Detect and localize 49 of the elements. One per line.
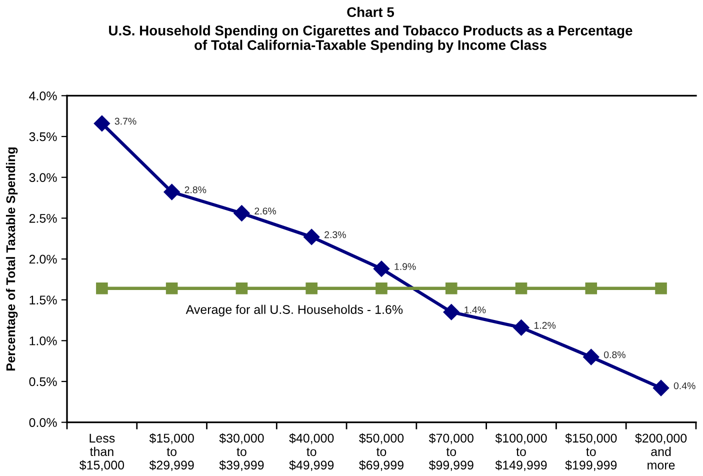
y-tick-label: 2.5%	[29, 214, 57, 223]
x-tick-label: $70,000 to $99,999	[428, 433, 474, 472]
data-label: 0.8%	[604, 351, 626, 358]
x-tick-label: $50,000 to $69,999	[359, 433, 404, 472]
data-label: 2.3%	[324, 231, 346, 238]
data-label: 2.8%	[184, 186, 206, 194]
y-tick-label: 4.0%	[29, 91, 57, 100]
point	[443, 304, 460, 320]
point	[306, 282, 318, 294]
point	[304, 228, 320, 246]
point	[373, 260, 390, 277]
x-tick-label: Less than $15,000	[79, 434, 124, 472]
data-label: 1.2%	[534, 322, 556, 329]
point	[652, 380, 670, 396]
point	[94, 115, 110, 132]
point	[655, 282, 667, 294]
x-tick-label: $15,000 to $29,999	[149, 433, 194, 472]
point	[445, 282, 458, 294]
data-label: 1.4%	[464, 306, 486, 314]
data-label: 2.6%	[254, 208, 276, 214]
point	[234, 205, 250, 222]
y-tick-label: 1.5%	[30, 296, 57, 304]
x-tick-label: $200,000 and more	[635, 433, 687, 470]
point	[164, 184, 180, 200]
y-tick-label: 3.5%	[29, 132, 57, 142]
point	[513, 320, 530, 336]
y-tick-label: 0.0%	[29, 418, 57, 427]
x-tick-label: $30,000 to $39,999	[219, 433, 264, 472]
y-tick-label: 0.5%	[29, 377, 57, 386]
chart-subtitle: U.S. Household Spending on Cigarettes and Tobacco Products as a Percentage of Total California-Taxable Spending by Income Class	[109, 25, 632, 53]
x-tick-label: $150,000 to $199,999	[565, 433, 617, 472]
x-tick-label: $100,000 to $149,999	[495, 433, 547, 472]
data-label: 3.7%	[114, 118, 136, 125]
data-label: 1.9%	[394, 263, 416, 270]
y-tick-label: 1.0%	[30, 336, 57, 346]
point	[585, 282, 598, 294]
y-tick-label: 2.0%	[29, 254, 57, 264]
point	[515, 282, 528, 294]
chart-title: Chart 5	[347, 6, 394, 18]
point	[236, 282, 248, 294]
series-label: Average for all U.S. Households - 1.6%	[186, 304, 403, 316]
point	[96, 282, 108, 294]
point	[376, 282, 388, 294]
y-axis-title: Percentage of Total Taxable Spending	[6, 148, 18, 370]
data-label: 0.4%	[674, 382, 696, 390]
x-tick-label: $40,000 to $49,999	[289, 433, 334, 472]
point	[583, 348, 600, 366]
point	[166, 282, 178, 294]
y-tick-label: 3.0%	[29, 173, 57, 182]
